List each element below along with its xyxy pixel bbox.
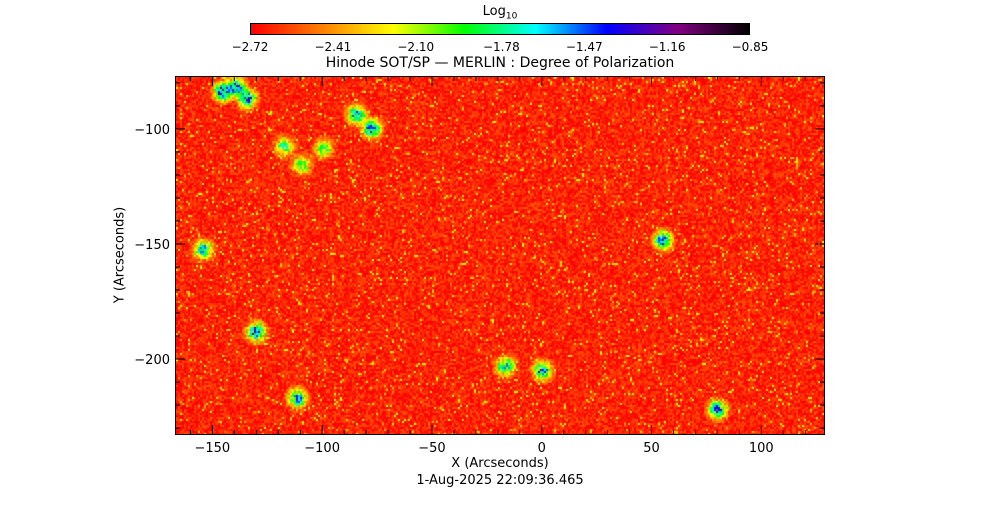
y-tick-label: −150	[134, 238, 170, 253]
x-tick-label: 100	[749, 441, 774, 456]
colorbar-tick-label: −0.85	[731, 40, 769, 54]
x-tick-label: −100	[304, 441, 340, 456]
plot-area	[175, 76, 825, 435]
colorbar-tick-label: −2.10	[397, 40, 435, 54]
x-axis-label: X (Arcseconds)	[451, 456, 549, 471]
y-tick-label: −100	[134, 123, 170, 138]
colorbar-tick-label: −2.72	[231, 40, 269, 54]
colorbar-tick-label: −2.41	[314, 40, 352, 54]
x-tick-label: 50	[643, 441, 660, 456]
colorbar-title: Log10	[482, 4, 518, 22]
y-axis-label: Y (Arcseconds)	[112, 206, 128, 304]
x-tick-label: −50	[418, 441, 445, 456]
y-tick-label: −200	[134, 353, 170, 368]
polarization-heatmap	[176, 77, 824, 434]
colorbar-tick-label: −1.78	[482, 40, 520, 54]
colorbar-tick-label: −1.16	[648, 40, 686, 54]
colorbar	[250, 23, 750, 35]
x-tick-label: −150	[194, 441, 230, 456]
timestamp: 1-Aug-2025 22:09:36.465	[416, 473, 584, 488]
colorbar-tick-label: −1.47	[565, 40, 603, 54]
x-tick-label: 0	[538, 441, 546, 456]
chart-title: Hinode SOT/SP — MERLIN : Degree of Polar…	[325, 55, 675, 71]
